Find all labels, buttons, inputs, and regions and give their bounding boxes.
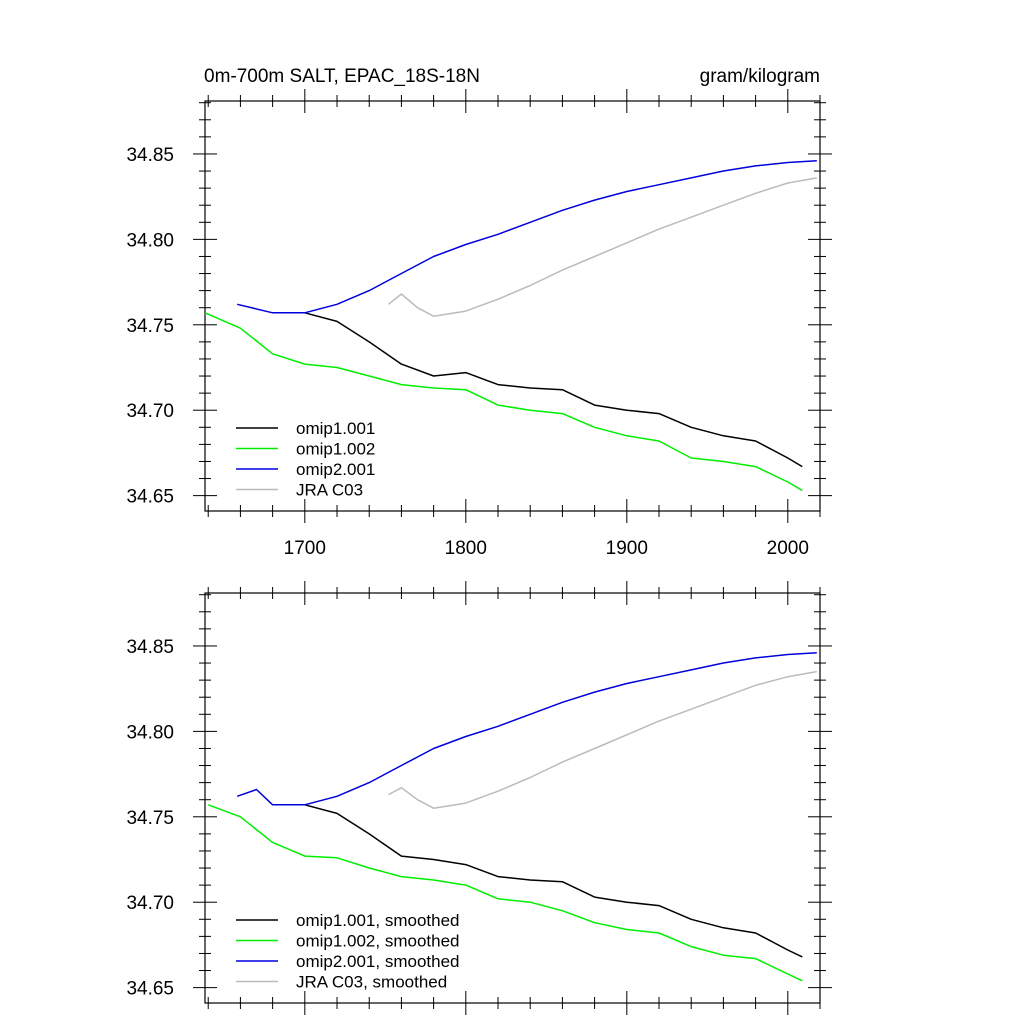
plot-frame [204,592,821,1004]
legend-label: omip1.002, smoothed [296,932,460,951]
y-tick-label: 34.70 [126,893,174,914]
y-tick-label: 34.65 [126,487,174,508]
y-tick-label: 34.85 [126,637,174,658]
series-line-2 [204,312,803,492]
legend-label: omip2.001, smoothed [296,952,460,971]
legend-label: JRA C03 [296,481,363,500]
x-tick-label: 2000 [767,538,809,559]
series-line-1 [304,312,803,468]
top-panel: 1700 1800 1900 2000 34.65 34.70 34.75 34.80 34.8… [126,89,832,559]
y-tick-label: 34.75 [126,316,174,337]
chart-title: 0m-700m SALT, EPAC_18S-18N [204,66,480,87]
series-line-4 [388,670,817,809]
x-tick-label: 1700 [284,538,326,559]
x-tick-label: 1900 [606,538,648,559]
x-tick-label: 1800 [445,538,487,559]
series-line-2 [207,804,803,982]
legend-label: omip1.001 [296,419,375,438]
bottom-panel: 34.65 34.70 34.75 34.80 34.85 omip1.001, smoo… [126,581,832,1015]
y-tick-label: 34.85 [126,145,174,166]
plot-frame [204,100,821,512]
legend-label: omip1.001, smoothed [296,911,460,930]
y-tick-label: 34.65 [126,979,174,1000]
legend-label: omip1.002 [296,440,375,459]
legend-label: omip2.001 [296,460,375,479]
series-line-3 [236,652,817,806]
y-tick-label: 34.80 [126,230,174,251]
legend-label: JRA C03, smoothed [296,973,447,992]
y-tick-label: 34.70 [126,401,174,422]
series-line-3 [237,160,817,314]
units-label: gram/kilogram [700,66,820,87]
y-tick-label: 34.75 [126,808,174,829]
y-tick-label: 34.80 [126,722,174,743]
series-line-1 [304,804,803,958]
series-line-4 [388,177,817,317]
